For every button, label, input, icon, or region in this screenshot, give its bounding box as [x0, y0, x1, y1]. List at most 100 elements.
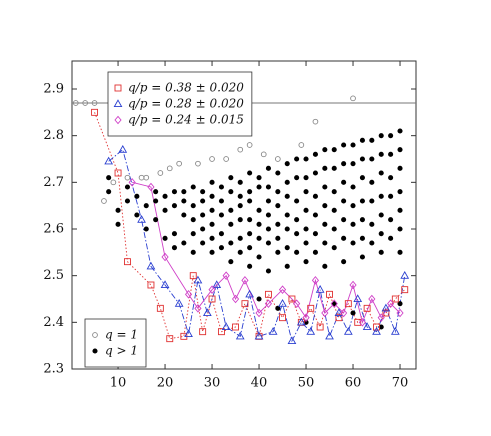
point	[208, 295, 216, 303]
point	[341, 198, 347, 204]
point	[265, 165, 271, 171]
point	[114, 84, 122, 92]
point	[322, 147, 328, 153]
x-tick-label: 70	[392, 376, 409, 391]
point	[369, 179, 375, 185]
point	[237, 249, 243, 255]
point	[296, 317, 306, 326]
point	[331, 301, 337, 307]
point	[294, 198, 300, 204]
point	[171, 245, 177, 251]
point	[350, 240, 356, 246]
point	[303, 189, 309, 195]
point	[190, 203, 196, 209]
point	[115, 207, 121, 213]
x-tick-label: 60	[345, 376, 362, 391]
point	[256, 221, 262, 227]
point	[316, 323, 324, 331]
point	[184, 290, 193, 299]
point	[275, 170, 281, 176]
point	[143, 174, 150, 181]
point	[218, 231, 224, 237]
point	[195, 160, 201, 167]
point	[247, 217, 253, 223]
point	[372, 326, 381, 335]
point	[245, 289, 255, 298]
point	[106, 189, 112, 195]
y-tick-label: 2.3	[43, 362, 64, 377]
point	[350, 184, 356, 190]
point	[254, 331, 264, 340]
point	[202, 308, 212, 317]
y-tick-label: 2.5	[43, 268, 64, 283]
point	[341, 259, 347, 265]
point	[397, 301, 403, 307]
point	[274, 156, 281, 162]
point	[322, 263, 328, 269]
point	[312, 193, 318, 199]
point	[265, 268, 271, 274]
point	[256, 296, 262, 302]
point	[303, 156, 309, 162]
point	[143, 226, 149, 232]
point	[302, 313, 310, 322]
point	[181, 240, 187, 246]
point	[228, 207, 234, 213]
point	[322, 221, 328, 227]
point	[315, 284, 325, 293]
point	[303, 240, 309, 246]
point	[247, 170, 253, 176]
legend-box	[107, 71, 253, 137]
point	[369, 221, 375, 227]
point	[401, 286, 409, 294]
point	[200, 189, 206, 195]
point	[397, 207, 403, 213]
point	[247, 263, 253, 269]
point	[134, 193, 140, 199]
point	[275, 189, 281, 195]
point	[218, 184, 224, 190]
point	[237, 193, 243, 199]
point	[209, 235, 215, 241]
x-tick-label: 40	[251, 376, 268, 391]
point	[200, 226, 206, 232]
legend-label: q/p = 0.28 ± 0.020	[128, 97, 244, 111]
legend-label: q/p = 0.24 ± 0.015	[128, 113, 244, 127]
point	[241, 300, 249, 308]
point	[344, 300, 352, 308]
point	[284, 226, 290, 232]
point	[256, 175, 262, 181]
point	[199, 328, 207, 336]
point	[369, 137, 375, 143]
point	[312, 118, 319, 125]
point	[387, 299, 395, 308]
point	[162, 207, 168, 213]
point	[359, 217, 365, 223]
point	[228, 240, 234, 246]
point	[161, 252, 169, 262]
point	[378, 231, 384, 237]
point	[311, 276, 320, 285]
point	[162, 235, 168, 241]
point	[221, 322, 231, 331]
point	[306, 326, 316, 335]
point	[294, 231, 300, 237]
point	[353, 294, 363, 303]
point	[157, 170, 164, 176]
y-tick-label: 2.4	[43, 315, 64, 330]
point	[189, 272, 197, 280]
point	[390, 326, 400, 335]
point	[260, 151, 267, 158]
point	[321, 308, 329, 318]
point	[294, 175, 300, 181]
point	[326, 290, 333, 298]
point	[312, 212, 318, 218]
point	[218, 245, 224, 251]
point	[378, 170, 384, 176]
point	[209, 221, 215, 227]
point	[331, 226, 337, 232]
point	[92, 348, 98, 354]
point	[115, 221, 121, 227]
point	[350, 161, 356, 167]
point	[156, 304, 164, 312]
